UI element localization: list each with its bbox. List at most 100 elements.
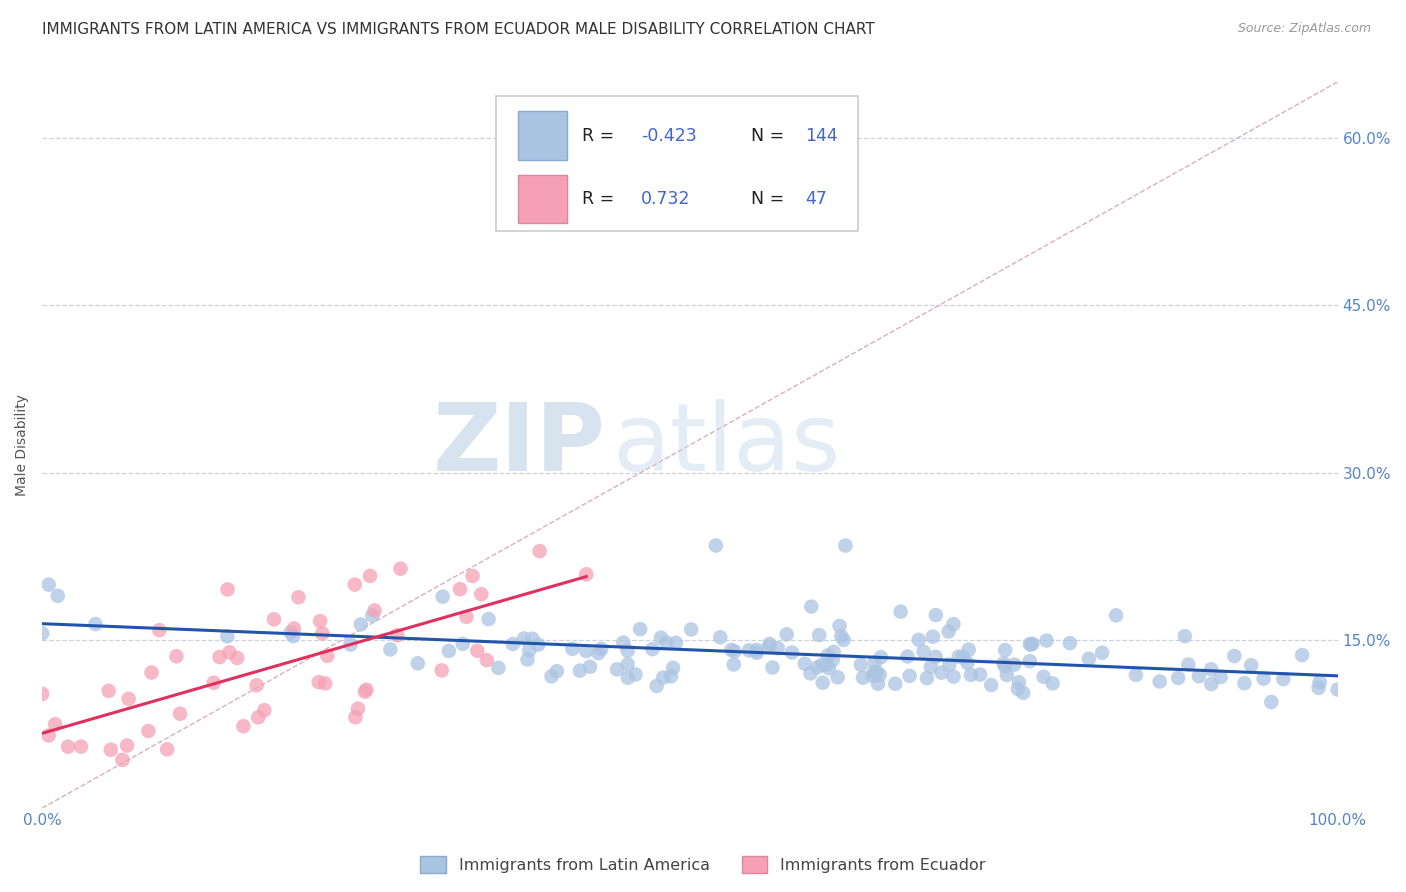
Point <box>681 623 703 637</box>
Point <box>339 638 361 652</box>
Point <box>869 668 891 682</box>
Point <box>938 624 960 639</box>
Point <box>828 619 851 633</box>
Point <box>969 667 991 681</box>
Point <box>117 692 139 706</box>
Point <box>363 603 385 617</box>
Point <box>869 650 891 665</box>
Point <box>502 637 524 651</box>
Point <box>308 675 330 690</box>
Point <box>1253 672 1275 686</box>
Point <box>980 678 1002 692</box>
FancyBboxPatch shape <box>517 175 567 223</box>
Point <box>617 671 640 685</box>
Point <box>1077 652 1099 666</box>
Point <box>70 739 93 754</box>
Point <box>1167 671 1189 685</box>
Point <box>758 637 780 651</box>
Point <box>925 608 948 623</box>
Point <box>579 660 602 674</box>
Point <box>1188 669 1211 683</box>
Point <box>141 665 163 680</box>
Point <box>834 539 856 553</box>
Point <box>665 636 688 650</box>
Point <box>811 675 834 690</box>
Point <box>1272 672 1295 686</box>
Point <box>1309 675 1331 690</box>
Point <box>827 670 849 684</box>
Point <box>31 687 53 701</box>
Point <box>217 582 239 597</box>
Point <box>766 641 789 656</box>
Point <box>389 562 412 576</box>
Point <box>1091 646 1114 660</box>
Point <box>1042 676 1064 690</box>
Point <box>356 682 378 697</box>
Point <box>612 635 634 649</box>
Point <box>650 631 672 645</box>
Point <box>738 643 761 657</box>
Point <box>115 739 138 753</box>
Point <box>38 577 60 591</box>
Point <box>898 669 921 683</box>
Point <box>821 653 844 667</box>
Point <box>217 629 239 643</box>
Point <box>1260 695 1282 709</box>
Point <box>948 649 970 664</box>
Point <box>1035 633 1057 648</box>
Point <box>247 710 270 724</box>
Point <box>808 628 831 642</box>
Point <box>720 643 742 657</box>
Point <box>849 657 872 672</box>
Point <box>283 622 305 636</box>
Point <box>907 632 929 647</box>
Point <box>994 659 1017 673</box>
Point <box>1032 670 1054 684</box>
Legend: Immigrants from Latin America, Immigrants from Ecuador: Immigrants from Latin America, Immigrant… <box>413 849 993 880</box>
Point <box>758 640 780 654</box>
Point <box>540 669 562 683</box>
Point <box>652 671 675 685</box>
Point <box>862 665 884 679</box>
Point <box>952 650 974 665</box>
Point <box>1149 674 1171 689</box>
Point <box>232 719 254 733</box>
Text: R =: R = <box>582 190 614 208</box>
Point <box>993 657 1015 671</box>
Point <box>915 671 938 685</box>
Point <box>568 664 591 678</box>
Point <box>1002 657 1025 672</box>
Point <box>920 660 942 674</box>
Point <box>1059 636 1081 650</box>
Point <box>1177 657 1199 672</box>
FancyBboxPatch shape <box>495 96 858 231</box>
Point <box>1018 637 1040 651</box>
Point <box>354 684 377 698</box>
Point <box>31 626 53 640</box>
Point <box>931 665 953 680</box>
Point <box>655 635 678 649</box>
Point <box>527 638 550 652</box>
Point <box>350 617 373 632</box>
Point <box>1240 658 1263 673</box>
Point <box>761 660 783 674</box>
Point <box>56 739 79 754</box>
Point <box>169 706 191 721</box>
FancyBboxPatch shape <box>517 112 567 160</box>
Point <box>156 742 179 756</box>
Point <box>852 671 875 685</box>
Point <box>202 675 225 690</box>
Point <box>465 644 488 658</box>
Text: R =: R = <box>582 127 614 145</box>
Point <box>818 661 841 675</box>
Point <box>896 649 918 664</box>
Point <box>866 677 889 691</box>
Point <box>208 650 231 665</box>
Point <box>461 569 484 583</box>
Point <box>344 710 367 724</box>
Point <box>957 642 980 657</box>
Point <box>380 642 402 657</box>
Point <box>97 684 120 698</box>
Point <box>912 645 935 659</box>
Point <box>280 625 302 640</box>
